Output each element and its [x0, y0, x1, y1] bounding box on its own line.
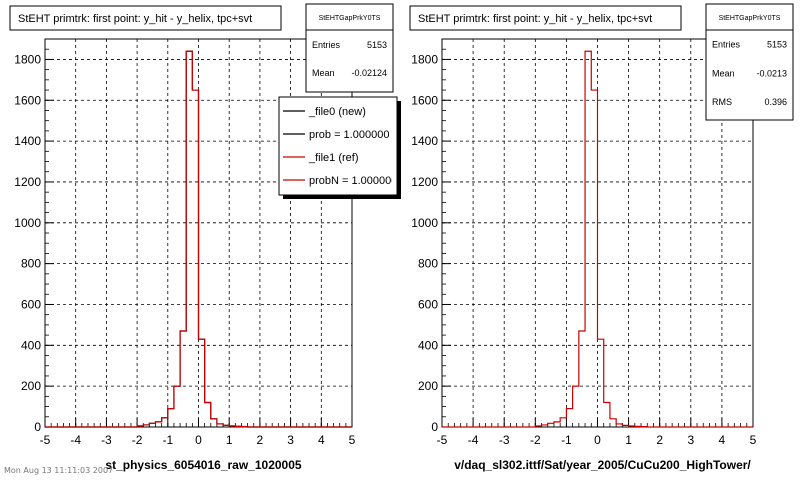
chart-title: StEHT primtrk: first point: y_hit - y_he… [18, 13, 252, 25]
stats-box [305, 3, 394, 93]
y-tick-label: 400 [418, 338, 438, 352]
y-tick-label: 1000 [411, 216, 438, 230]
stats-label: Entries [712, 40, 741, 50]
stats-name: StEHTGapPrkY0TS [319, 15, 381, 22]
stats-value: 5153 [767, 40, 787, 50]
y-tick-label: 600 [21, 297, 41, 311]
x-tick-label: -2 [132, 433, 143, 447]
histogram-series-1 [442, 50, 753, 428]
stats-value: 0.396 [764, 97, 787, 107]
title-box [9, 5, 282, 31]
stats-name: StEHTGapPrkY0TS [719, 15, 781, 22]
footer-timestamp: Mon Aug 13 11:11:03 2007 [4, 466, 114, 475]
stats-label: RMS [712, 97, 732, 107]
legend-entries: _file0 (new) prob = 1.000000 _file1 (ref) p… [283, 106, 397, 187]
y-tick-label: 1800 [411, 52, 438, 66]
y-tick-label: 1600 [411, 93, 438, 107]
x-tick-label: -2 [530, 433, 541, 447]
y-tick-label: 200 [21, 379, 41, 393]
stats-value: -0.0213 [756, 69, 787, 79]
x-tick-label: -4 [468, 433, 479, 447]
y-tick-label: 800 [418, 257, 438, 271]
histogram-series-2 [45, 50, 352, 428]
x-tick-label: 2 [656, 433, 663, 447]
title-box [409, 5, 682, 31]
stats-label: Entries [312, 40, 341, 50]
y-tick-label: 1200 [411, 175, 438, 189]
stats-label: Mean [712, 69, 735, 79]
y-tick-label: 600 [418, 297, 438, 311]
x-axis-label: st_physics_6054016_raw_1020005 [105, 458, 301, 472]
y-tick-label: 1000 [14, 216, 41, 230]
stats-box [705, 3, 794, 121]
y-tick-label: 800 [21, 257, 41, 271]
x-tick-label: -5 [40, 433, 51, 447]
y-tick-label: 0 [34, 420, 41, 434]
x-tick-label: 2 [257, 433, 264, 447]
x-axis-label: v/daq_sl302.ittf/Sat/year_2005/CuCu200_H… [454, 458, 751, 472]
x-tick-label: 4 [318, 433, 325, 447]
x-tick-label: 0 [195, 433, 202, 447]
y-tick-label: 1200 [14, 175, 41, 189]
y-tick-label: 1400 [411, 134, 438, 148]
x-tick-label: 3 [687, 433, 694, 447]
stats-label: Mean [312, 68, 335, 78]
y-tick-label: 1400 [14, 134, 41, 148]
x-tick-label: 5 [349, 433, 356, 447]
stats-value: 5153 [367, 40, 387, 50]
histogram-panel-1: -5 -4 -3 -2 -1 0 1 2 3 4 5 0 200 400 600 800 1000 1200 140… [9, 3, 401, 472]
chart-title: StEHT primtrk: first point: y_hit - y_he… [418, 13, 652, 25]
x-tick-label: -4 [70, 433, 81, 447]
y-tick-label: 400 [21, 338, 41, 352]
x-tick-label: 1 [226, 433, 233, 447]
x-tick-label: 5 [750, 433, 757, 447]
stats-value: -0.02124 [351, 68, 387, 78]
legend-entry: probN = 1.000000 [309, 175, 397, 187]
x-tick-label: 4 [719, 433, 726, 447]
y-tick-label: 0 [431, 420, 438, 434]
x-tick-label: -1 [162, 433, 173, 447]
legend-entry: _file1 (ref) [308, 152, 359, 164]
x-tick-label: 0 [594, 433, 601, 447]
x-tick-label: -5 [437, 433, 448, 447]
x-tick-label: -3 [101, 433, 112, 447]
y-tick-label: 1800 [14, 52, 41, 66]
x-tick-label: -3 [499, 433, 510, 447]
x-tick-label: -1 [561, 433, 572, 447]
histogram-panel-2: -5 -4 -3 -2 -1 0 1 2 3 4 5 0 200 400 600 800 1000 1200 140… [409, 3, 794, 472]
y-tick-label: 200 [418, 379, 438, 393]
y-tick-label: 1600 [14, 93, 41, 107]
x-tick-label: 1 [625, 433, 632, 447]
legend-box [278, 96, 398, 196]
legend-entry: prob = 1.000000 [309, 129, 389, 141]
x-tick-label: 3 [287, 433, 294, 447]
legend-entry: _file0 (new) [308, 106, 366, 118]
